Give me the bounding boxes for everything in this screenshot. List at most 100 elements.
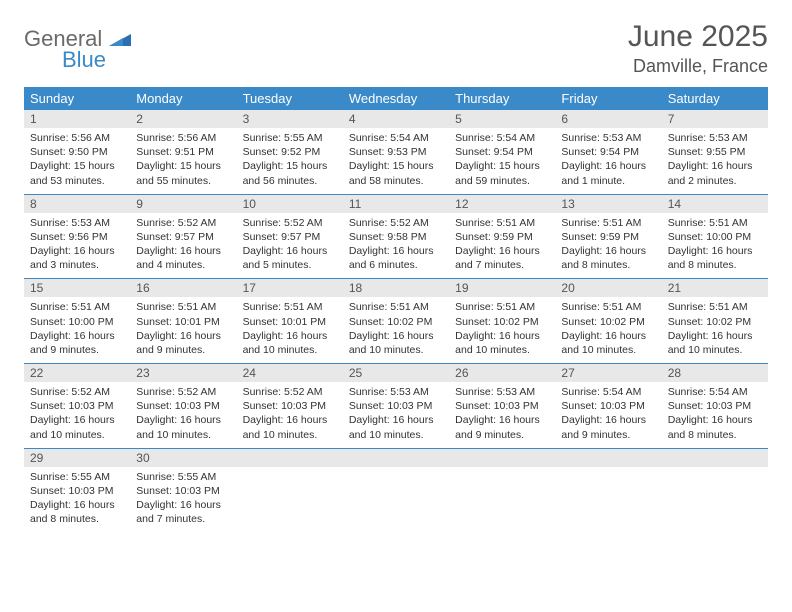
weekday-thursday: Thursday [449, 87, 555, 110]
day-cell: 20Sunrise: 5:51 AMSunset: 10:02 PMDaylig… [555, 279, 661, 363]
day-number [343, 449, 449, 467]
day-number: 2 [130, 110, 236, 128]
day-cell: 29Sunrise: 5:55 AMSunset: 10:03 PMDaylig… [24, 449, 130, 533]
day-cell: 10Sunrise: 5:52 AMSunset: 9:57 PMDayligh… [237, 195, 343, 279]
day-cell: 25Sunrise: 5:53 AMSunset: 10:03 PMDaylig… [343, 364, 449, 448]
day-info: Sunrise: 5:51 AMSunset: 9:59 PMDaylight:… [449, 213, 555, 279]
weekday-friday: Friday [555, 87, 661, 110]
day-info [237, 467, 343, 519]
day-cell: 18Sunrise: 5:51 AMSunset: 10:02 PMDaylig… [343, 279, 449, 363]
day-info: Sunrise: 5:53 AMSunset: 9:54 PMDaylight:… [555, 128, 661, 194]
day-number [662, 449, 768, 467]
day-info: Sunrise: 5:53 AMSunset: 10:03 PMDaylight… [343, 382, 449, 448]
week-row: 22Sunrise: 5:52 AMSunset: 10:03 PMDaylig… [24, 364, 768, 449]
day-number: 13 [555, 195, 661, 213]
day-number: 25 [343, 364, 449, 382]
day-info: Sunrise: 5:53 AMSunset: 9:56 PMDaylight:… [24, 213, 130, 279]
day-number: 14 [662, 195, 768, 213]
day-number: 9 [130, 195, 236, 213]
day-cell: 15Sunrise: 5:51 AMSunset: 10:00 PMDaylig… [24, 279, 130, 363]
day-info: Sunrise: 5:52 AMSunset: 9:57 PMDaylight:… [130, 213, 236, 279]
day-info: Sunrise: 5:51 AMSunset: 10:01 PMDaylight… [237, 297, 343, 363]
day-info: Sunrise: 5:54 AMSunset: 9:54 PMDaylight:… [449, 128, 555, 194]
day-info [555, 467, 661, 519]
day-cell: 27Sunrise: 5:54 AMSunset: 10:03 PMDaylig… [555, 364, 661, 448]
day-info: Sunrise: 5:55 AMSunset: 10:03 PMDaylight… [130, 467, 236, 533]
day-info: Sunrise: 5:52 AMSunset: 10:03 PMDaylight… [24, 382, 130, 448]
day-info: Sunrise: 5:51 AMSunset: 10:02 PMDaylight… [555, 297, 661, 363]
logo-triangle-icon [109, 33, 131, 50]
day-info: Sunrise: 5:52 AMSunset: 10:03 PMDaylight… [237, 382, 343, 448]
day-number [237, 449, 343, 467]
day-cell: 16Sunrise: 5:51 AMSunset: 10:01 PMDaylig… [130, 279, 236, 363]
day-number: 20 [555, 279, 661, 297]
empty-cell [343, 449, 449, 533]
day-info: Sunrise: 5:54 AMSunset: 10:03 PMDaylight… [662, 382, 768, 448]
weekday-tuesday: Tuesday [237, 87, 343, 110]
weekday-sunday: Sunday [24, 87, 130, 110]
day-number: 30 [130, 449, 236, 467]
day-cell: 12Sunrise: 5:51 AMSunset: 9:59 PMDayligh… [449, 195, 555, 279]
title-block: June 2025 Damville, France [628, 20, 768, 77]
day-cell: 7Sunrise: 5:53 AMSunset: 9:55 PMDaylight… [662, 110, 768, 194]
logo-text-blue: Blue [62, 49, 131, 71]
day-number: 5 [449, 110, 555, 128]
day-number [449, 449, 555, 467]
day-number: 12 [449, 195, 555, 213]
day-info [662, 467, 768, 519]
day-info: Sunrise: 5:56 AMSunset: 9:51 PMDaylight:… [130, 128, 236, 194]
week-row: 29Sunrise: 5:55 AMSunset: 10:03 PMDaylig… [24, 449, 768, 533]
day-cell: 19Sunrise: 5:51 AMSunset: 10:02 PMDaylig… [449, 279, 555, 363]
day-cell: 30Sunrise: 5:55 AMSunset: 10:03 PMDaylig… [130, 449, 236, 533]
day-number: 4 [343, 110, 449, 128]
weekday-monday: Monday [130, 87, 236, 110]
day-info: Sunrise: 5:51 AMSunset: 10:02 PMDaylight… [343, 297, 449, 363]
day-number: 17 [237, 279, 343, 297]
day-number: 15 [24, 279, 130, 297]
day-info: Sunrise: 5:51 AMSunset: 10:00 PMDaylight… [24, 297, 130, 363]
day-info: Sunrise: 5:51 AMSunset: 10:00 PMDaylight… [662, 213, 768, 279]
weeks-container: 1Sunrise: 5:56 AMSunset: 9:50 PMDaylight… [24, 110, 768, 532]
empty-cell [449, 449, 555, 533]
day-cell: 13Sunrise: 5:51 AMSunset: 9:59 PMDayligh… [555, 195, 661, 279]
week-row: 8Sunrise: 5:53 AMSunset: 9:56 PMDaylight… [24, 195, 768, 280]
day-number: 28 [662, 364, 768, 382]
weekday-saturday: Saturday [662, 87, 768, 110]
day-info: Sunrise: 5:51 AMSunset: 10:02 PMDaylight… [449, 297, 555, 363]
day-info: Sunrise: 5:53 AMSunset: 10:03 PMDaylight… [449, 382, 555, 448]
day-number: 8 [24, 195, 130, 213]
day-info [449, 467, 555, 519]
day-info: Sunrise: 5:51 AMSunset: 9:59 PMDaylight:… [555, 213, 661, 279]
day-number: 10 [237, 195, 343, 213]
day-cell: 9Sunrise: 5:52 AMSunset: 9:57 PMDaylight… [130, 195, 236, 279]
day-number: 27 [555, 364, 661, 382]
day-cell: 5Sunrise: 5:54 AMSunset: 9:54 PMDaylight… [449, 110, 555, 194]
day-cell: 3Sunrise: 5:55 AMSunset: 9:52 PMDaylight… [237, 110, 343, 194]
day-info: Sunrise: 5:54 AMSunset: 10:03 PMDaylight… [555, 382, 661, 448]
day-cell: 26Sunrise: 5:53 AMSunset: 10:03 PMDaylig… [449, 364, 555, 448]
day-number: 6 [555, 110, 661, 128]
day-number: 23 [130, 364, 236, 382]
empty-cell [237, 449, 343, 533]
day-number: 7 [662, 110, 768, 128]
day-cell: 11Sunrise: 5:52 AMSunset: 9:58 PMDayligh… [343, 195, 449, 279]
day-info: Sunrise: 5:56 AMSunset: 9:50 PMDaylight:… [24, 128, 130, 194]
day-cell: 1Sunrise: 5:56 AMSunset: 9:50 PMDaylight… [24, 110, 130, 194]
day-cell: 23Sunrise: 5:52 AMSunset: 10:03 PMDaylig… [130, 364, 236, 448]
day-info: Sunrise: 5:54 AMSunset: 9:53 PMDaylight:… [343, 128, 449, 194]
day-cell: 28Sunrise: 5:54 AMSunset: 10:03 PMDaylig… [662, 364, 768, 448]
day-cell: 24Sunrise: 5:52 AMSunset: 10:03 PMDaylig… [237, 364, 343, 448]
page-title: June 2025 [628, 20, 768, 54]
day-info: Sunrise: 5:55 AMSunset: 9:52 PMDaylight:… [237, 128, 343, 194]
day-number: 29 [24, 449, 130, 467]
day-info: Sunrise: 5:52 AMSunset: 9:57 PMDaylight:… [237, 213, 343, 279]
day-info: Sunrise: 5:51 AMSunset: 10:02 PMDaylight… [662, 297, 768, 363]
day-number: 24 [237, 364, 343, 382]
day-number: 11 [343, 195, 449, 213]
day-info: Sunrise: 5:51 AMSunset: 10:01 PMDaylight… [130, 297, 236, 363]
day-info [343, 467, 449, 519]
day-number: 3 [237, 110, 343, 128]
day-number: 21 [662, 279, 768, 297]
location-label: Damville, France [628, 56, 768, 77]
day-cell: 2Sunrise: 5:56 AMSunset: 9:51 PMDaylight… [130, 110, 236, 194]
